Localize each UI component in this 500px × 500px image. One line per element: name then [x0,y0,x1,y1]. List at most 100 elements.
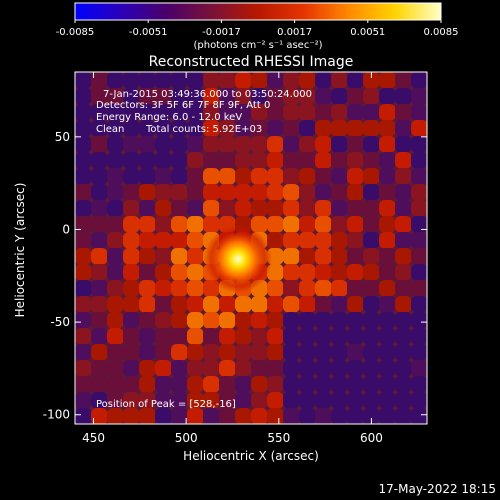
heatmap-cell [219,392,236,409]
heatmap-cell [203,120,220,137]
heatmap-cell [411,296,427,313]
heatmap-cell [267,280,284,297]
heatmap-cell [395,184,412,201]
heatmap-cell [219,120,236,137]
heatmap-cell [139,88,156,105]
heatmap-cell [107,168,124,185]
heatmap-cell [123,408,140,424]
heatmap-cell [219,152,236,169]
heatmap-cell [363,264,380,281]
heatmap-cell [171,232,188,249]
heatmap-cell [155,88,172,105]
heatmap-cell [267,360,284,377]
heatmap-cell [331,216,348,233]
heatmap-cell [251,152,268,169]
heatmap-cell [395,312,412,329]
heatmap-cell [139,120,156,137]
heatmap-cell [347,168,364,185]
heatmap-cell [283,72,300,89]
heatmap-cell [379,152,396,169]
heatmap-cell [315,280,332,297]
heatmap-cell [379,376,396,393]
heatmap-cell [139,152,156,169]
heatmap-cell [363,232,380,249]
heatmap-cell [75,216,92,233]
heatmap-cell [171,136,188,153]
heatmap-cell [75,248,92,265]
heatmap-cell [379,360,396,377]
heatmap-cell [331,120,348,137]
heatmap-cell [331,136,348,153]
heatmap-cell [347,184,364,201]
heatmap-cell [411,104,427,121]
heatmap-cell [219,408,236,424]
heatmap-cell [187,376,204,393]
heatmap-cell [107,88,124,105]
heatmap-cell [171,280,188,297]
heatmap-cell [251,392,268,409]
heatmap-cell [203,152,220,169]
heatmap-cell [91,120,108,137]
heatmap-cell [91,296,108,313]
heatmap-cell [91,328,108,345]
heatmap-cell [363,168,380,185]
heatmap-cell [75,200,92,217]
heatmap-cell [379,296,396,313]
heatmap-cell [123,280,140,297]
heatmap-cell [155,232,172,249]
heatmap-cell [347,376,364,393]
heatmap-cell [331,312,348,329]
heatmap-cell [155,152,172,169]
heatmap-cell [363,88,380,105]
heatmap-cell [299,216,316,233]
heatmap-cell [123,152,140,169]
heatmap-cell [331,248,348,265]
heatmap-cell [139,216,156,233]
heatmap-cell [139,296,156,313]
heatmap-cell [155,264,172,281]
heatmap-cell [203,392,220,409]
heatmap-cell [299,248,316,265]
heatmap-cell [395,120,412,137]
heatmap-cell [347,136,364,153]
heatmap-cell [123,168,140,185]
heatmap-cell [155,72,172,89]
heatmap-cell [187,88,204,105]
heatmap-cell [411,312,427,329]
heatmap-cell [123,328,140,345]
x-tick-label: 500 [175,431,198,445]
peak-position-label: Position of Peak = [528,-16] [96,399,236,410]
heatmap-cell [107,248,124,265]
heatmap-cell [347,280,364,297]
heatmap-cell [251,408,268,424]
heatmap-cell [171,408,188,424]
heatmap-cell [139,328,156,345]
heatmap-cell [171,376,188,393]
heatmap-cell [315,200,332,217]
heatmap-cell [267,200,284,217]
heatmap-cell [155,168,172,185]
heatmap-cell [331,296,348,313]
heatmap-cell [75,360,92,377]
heatmap-cell [91,216,108,233]
heatmap-cell [107,216,124,233]
heatmap-cell [235,296,252,313]
heatmap-cell [235,376,252,393]
heatmap-cell [379,232,396,249]
heatmap-cell [107,376,124,393]
heatmap-cell [155,184,172,201]
heatmap-cell [299,264,316,281]
heatmap-cell [411,328,427,345]
heatmap-cell [347,296,364,313]
heatmap-cell [91,200,108,217]
heatmap-cell [395,328,412,345]
heatmap-cell [107,360,124,377]
heatmap-cell [123,248,140,265]
heatmap-cell [283,104,300,121]
y-axis-title: Heliocentric Y (arcsec) [13,183,27,318]
heatmap-cell [267,312,284,329]
heatmap-cell [155,136,172,153]
y-tick-label: -100 [43,408,70,422]
heatmap-cell [347,232,364,249]
heatmap-cell [283,280,300,297]
